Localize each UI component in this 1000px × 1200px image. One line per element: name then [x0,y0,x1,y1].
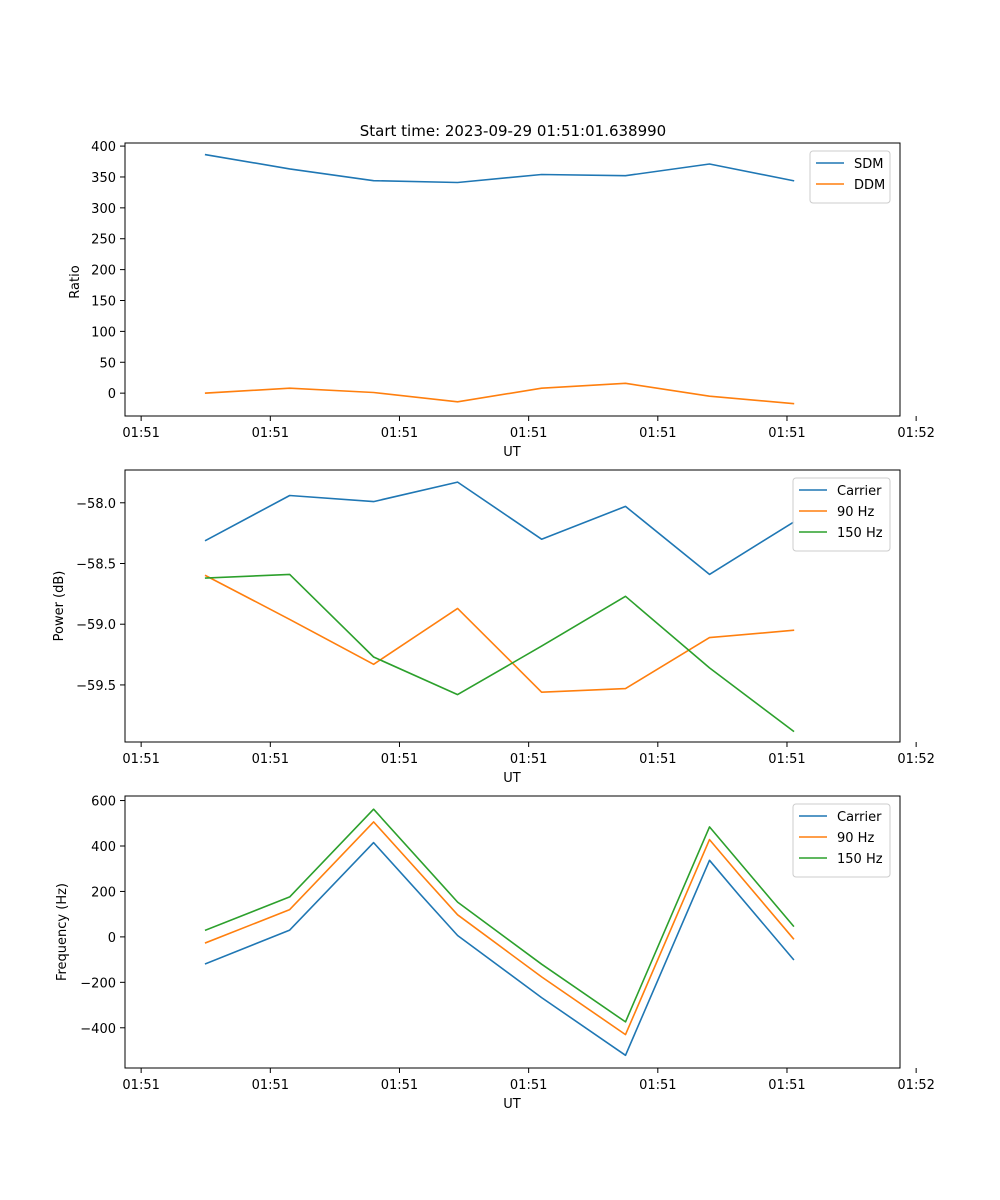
power-panel-y-tick-label: −58.0 [76,497,116,512]
power-panel-axes-frame [124,469,901,743]
frequency-panel-legend-label-carrier: Carrier [837,810,882,825]
ratio-panel-x-tick-label: 01:51 [252,426,289,441]
power-panel-series-150-hz-line [204,573,795,733]
frequency-panel-x-tick-label: 01:51 [639,1078,676,1093]
ratio-panel-series-sdm-line [204,153,795,184]
frequency-panel-x-tick-label: 01:51 [510,1078,547,1093]
frequency-panel-series-90-hz-line [204,821,795,1036]
ratio-panel-y-label: Ratio [68,265,83,298]
ratio-panel-y-tick-label: 0 [108,387,116,402]
power-panel-x-tick-label: 01:51 [639,752,676,767]
power-panel-y-tick-label: −59.0 [76,618,116,633]
frequency-panel-y-tick-label: 200 [91,885,116,900]
frequency-panel-legend: Carrier 90 Hz 150 Hz [792,803,891,878]
power-panel-legend-label-90-hz: 90 Hz [837,505,874,520]
power-panel-legend-label-carrier: Carrier [837,484,882,499]
ratio-panel-y-tick-label: 250 [91,233,116,248]
ratio-panel-y-tick-label: 150 [91,295,116,310]
frequency-panel-legend-label-90-hz: 90 Hz [837,831,874,846]
power-panel-series-90-hz-line [204,574,795,694]
figure-title: Start time: 2023-09-29 01:51:01.638990 [360,122,666,140]
power-panel-y-tick-label: −59.5 [76,679,116,694]
ratio-panel-x-tick-label: 01:51 [381,426,418,441]
frequency-panel-y-tick-label: 0 [108,931,116,946]
frequency-panel-x-tick-label: 01:51 [381,1078,418,1093]
power-panel-y-tick-label: −58.5 [76,558,116,573]
frequency-panel-x-label: UT [503,1097,521,1112]
ratio-panel-legend-label-ddm: DDM [854,178,885,193]
frequency-panel-x-tick-label: 01:51 [252,1078,289,1093]
ratio-panel-y-tick-label: 400 [91,140,116,155]
power-panel-x-tick-label: 01:51 [768,752,805,767]
frequency-panel-axes-frame [124,795,901,1069]
frequency-panel-y-tick-label: −200 [80,976,116,991]
frequency-panel-series-carrier-line [204,841,795,1057]
power-panel-y-label: Power (dB) [52,571,67,642]
power-panel-x-label: UT [503,771,521,786]
ratio-panel-x-tick-label: 01:51 [122,426,159,441]
ratio-panel-legend-frame [809,150,891,204]
ratio-panel-axes-frame [124,142,901,417]
power-panel-series-carrier-line [204,481,795,576]
ratio-panel-y-tick-label: 300 [91,202,116,217]
power-panel-legend-label-150-hz: 150 Hz [837,526,883,541]
power-panel: Power (dB) UT 01:51 01:51 01:51 01:51 01:51 0… [52,469,935,786]
ratio-panel: Ratio UT 01:51 01:51 01:51 01:51 01:51 01:51 0… [68,140,935,460]
power-panel-x-tick-label: 01:51 [510,752,547,767]
power-panel-legend: Carrier 90 Hz 150 Hz [792,477,891,552]
power-panel-x-tick-label: 01:52 [897,752,934,767]
ratio-panel-legend-label-sdm: SDM [854,157,883,172]
frequency-panel-x-tick-label: 01:51 [122,1078,159,1093]
ratio-panel-y-tick-label: 50 [99,356,116,371]
ratio-panel-y-tick-label: 200 [91,264,116,279]
frequency-panel-x-tick-label: 01:52 [897,1078,934,1093]
ratio-panel-x-tick-label: 01:51 [639,426,676,441]
frequency-panel-series-150-hz-line [204,808,795,1023]
frequency-panel-x-tick-label: 01:51 [768,1078,805,1093]
power-panel-x-tick-label: 01:51 [122,752,159,767]
frequency-panel: Frequency (Hz) UT 01:51 01:51 01:51 01:51 01… [55,795,935,1112]
power-panel-x-tick-label: 01:51 [252,752,289,767]
ratio-panel-y-tick-label: 100 [91,325,116,340]
frequency-panel-y-tick-label: 400 [91,840,116,855]
frequency-panel-legend-label-150-hz: 150 Hz [837,852,883,867]
ratio-panel-x-tick-label: 01:51 [768,426,805,441]
ratio-panel-x-tick-label: 01:51 [510,426,547,441]
ratio-panel-x-label: UT [503,445,521,460]
power-panel-x-tick-label: 01:51 [381,752,418,767]
ratio-panel-series-ddm-line [204,382,795,405]
frequency-panel-y-tick-label: −400 [80,1022,116,1037]
frequency-panel-y-tick-label: 600 [91,795,116,810]
ratio-panel-x-tick-label: 01:52 [897,426,934,441]
ratio-panel-y-tick-label: 350 [91,171,116,186]
ratio-panel-legend: SDM DDM [809,150,891,204]
frequency-panel-y-label: Frequency (Hz) [55,883,70,981]
